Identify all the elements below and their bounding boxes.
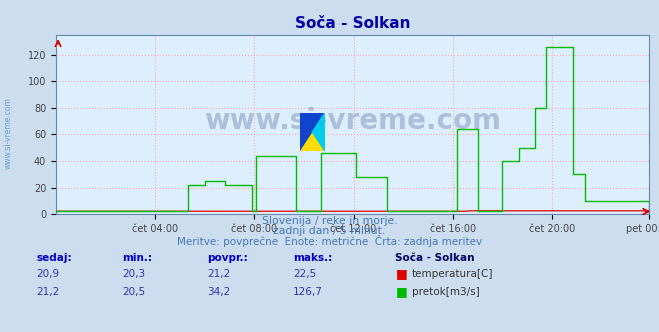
Text: 20,9: 20,9: [36, 269, 59, 279]
Text: sedaj:: sedaj:: [36, 253, 72, 263]
Polygon shape: [300, 113, 325, 151]
Text: 126,7: 126,7: [293, 288, 323, 297]
Polygon shape: [312, 113, 325, 151]
Text: 34,2: 34,2: [208, 288, 231, 297]
Text: ■: ■: [395, 267, 407, 280]
Text: povpr.:: povpr.:: [208, 253, 248, 263]
Polygon shape: [300, 113, 325, 151]
Text: 21,2: 21,2: [36, 288, 59, 297]
Text: Meritve: povprečne  Enote: metrične  Črta: zadnja meritev: Meritve: povprečne Enote: metrične Črta:…: [177, 235, 482, 247]
Text: pretok[m3/s]: pretok[m3/s]: [412, 288, 480, 297]
Title: Soča - Solkan: Soča - Solkan: [295, 16, 411, 31]
Text: maks.:: maks.:: [293, 253, 333, 263]
Text: 20,5: 20,5: [122, 288, 145, 297]
Text: www.si-vreme.com: www.si-vreme.com: [4, 97, 13, 169]
Text: 22,5: 22,5: [293, 269, 316, 279]
Text: zadnji dan / 5 minut.: zadnji dan / 5 minut.: [273, 226, 386, 236]
Text: 21,2: 21,2: [208, 269, 231, 279]
Text: Soča - Solkan: Soča - Solkan: [395, 253, 475, 263]
Text: Slovenija / reke in morje.: Slovenija / reke in morje.: [262, 216, 397, 226]
Text: min.:: min.:: [122, 253, 152, 263]
Text: www.si-vreme.com: www.si-vreme.com: [204, 107, 501, 135]
Text: ■: ■: [395, 286, 407, 298]
Text: 20,3: 20,3: [122, 269, 145, 279]
Text: temperatura[C]: temperatura[C]: [412, 269, 494, 279]
